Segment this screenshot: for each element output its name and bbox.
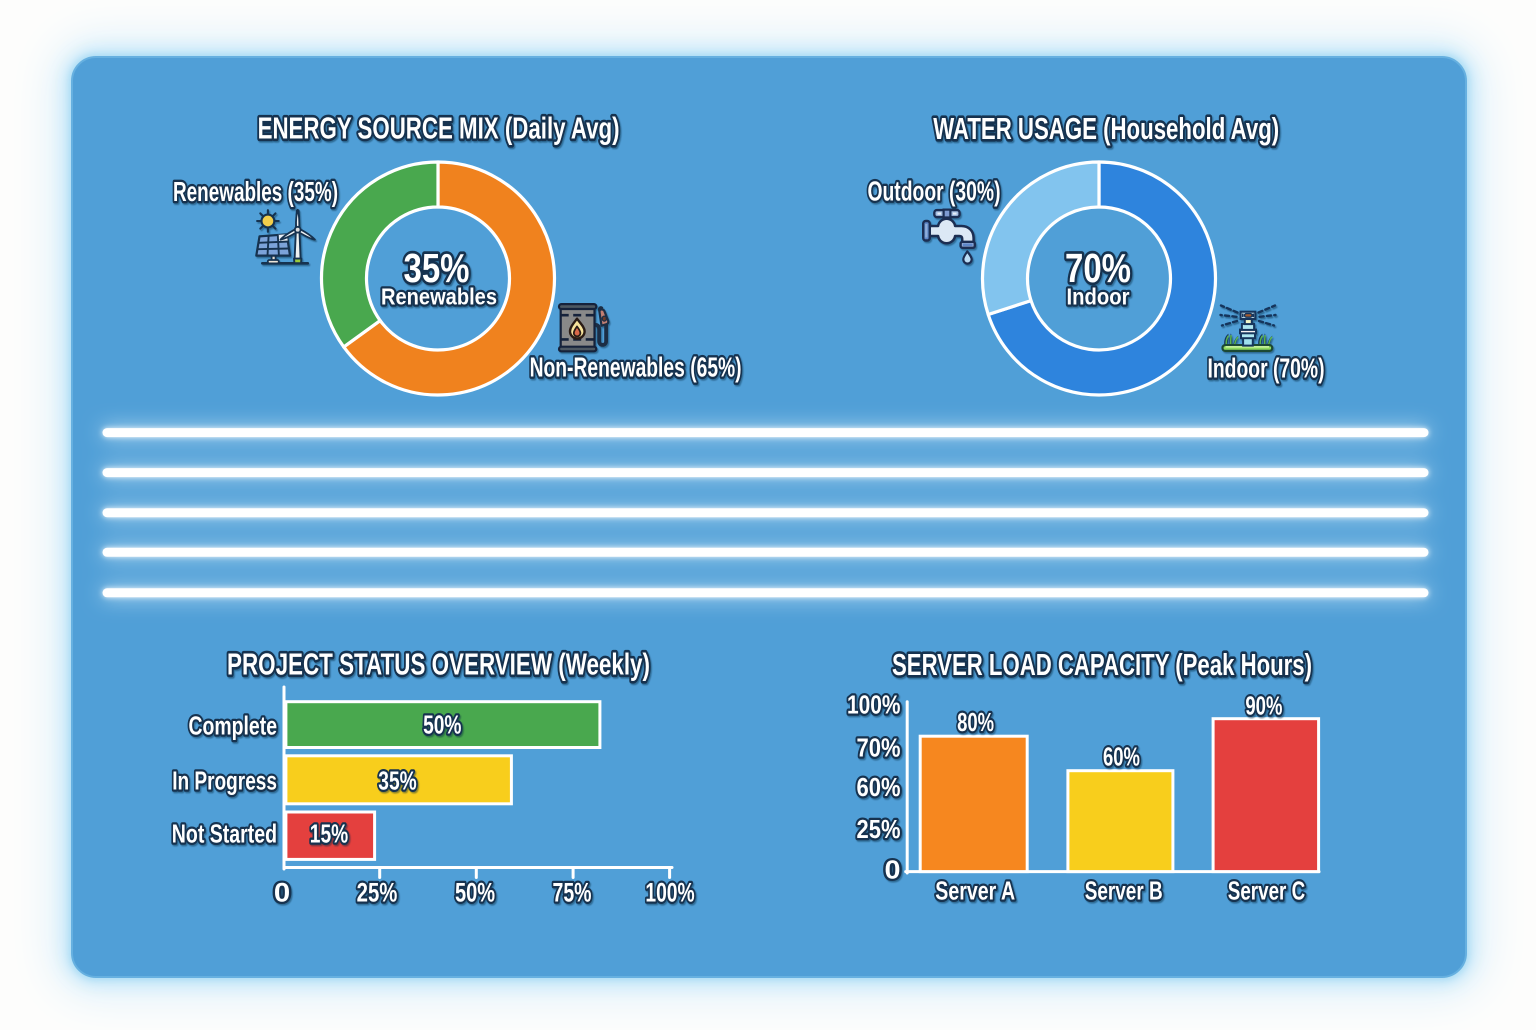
svg-text:80%: 80%	[957, 707, 994, 737]
svg-text:Not Started: Not Started	[172, 819, 277, 849]
svg-text:35%: 35%	[404, 245, 470, 291]
svg-text:25%: 25%	[357, 878, 398, 908]
svg-text:0: 0	[885, 855, 901, 885]
svg-text:In Progress: In Progress	[172, 766, 277, 796]
svg-text:Server B: Server B	[1085, 876, 1163, 906]
svg-text:Complete: Complete	[189, 710, 278, 740]
svg-text:75%: 75%	[553, 878, 592, 908]
svg-text:0: 0	[274, 878, 290, 908]
svg-text:Non-Renewables (65%): Non-Renewables (65%)	[530, 351, 742, 382]
svg-text:Server C: Server C	[1228, 876, 1306, 906]
svg-text:70%: 70%	[857, 733, 901, 763]
svg-text:35%: 35%	[378, 766, 416, 796]
svg-text:Renewables (35%): Renewables (35%)	[173, 176, 338, 207]
svg-text:15%: 15%	[310, 819, 348, 849]
svg-text:60%: 60%	[1103, 741, 1140, 771]
svg-text:70%: 70%	[1065, 245, 1131, 291]
svg-text:Renewables: Renewables	[381, 284, 497, 310]
svg-text:Server A: Server A	[935, 876, 1015, 906]
svg-text:WATER USAGE (Household Avg): WATER USAGE (Household Avg)	[933, 111, 1279, 146]
svg-text:ENERGY SOURCE MIX (Daily Avg): ENERGY SOURCE MIX (Daily Avg)	[258, 110, 620, 145]
svg-text:Indoor: Indoor	[1067, 284, 1130, 310]
svg-text:PROJECT STATUS OVERVIEW (Weekl: PROJECT STATUS OVERVIEW (Weekly)	[227, 647, 650, 682]
svg-text:90%: 90%	[1245, 691, 1282, 721]
svg-text:100%: 100%	[645, 878, 694, 908]
svg-text:50%: 50%	[423, 709, 461, 739]
svg-text:Outdoor (30%): Outdoor (30%)	[868, 175, 1001, 206]
svg-text:100%: 100%	[847, 689, 901, 719]
svg-text:SERVER LOAD CAPACITY (Peak Hou: SERVER LOAD CAPACITY (Peak Hours)	[892, 647, 1312, 682]
svg-text:25%: 25%	[857, 814, 901, 844]
svg-text:60%: 60%	[857, 772, 901, 802]
svg-text:50%: 50%	[455, 878, 495, 908]
svg-text:Indoor (70%): Indoor (70%)	[1208, 353, 1325, 384]
